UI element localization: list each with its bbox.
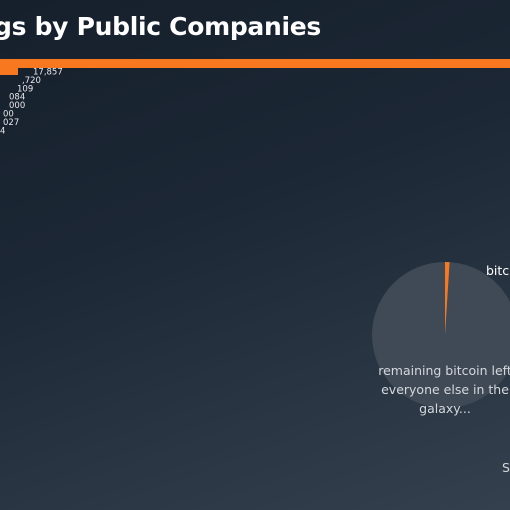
pie-caption-line: everyone else in the: [381, 382, 509, 397]
bar: [0, 68, 18, 75]
bar-value-label: 00: [3, 110, 14, 120]
bar-value-label: 027: [3, 118, 19, 128]
corner-text: S: [502, 460, 510, 475]
bar-value-label: ,720: [22, 76, 41, 86]
pie-slice-bitcoin: [445, 261, 450, 335]
title-accent-bar: [0, 59, 510, 68]
pie-slice-label: bitc: [486, 263, 509, 278]
bar-value-label: 4: [0, 126, 5, 136]
pie-slice-remaining: [372, 262, 510, 408]
pie-caption-line: remaining bitcoin left: [378, 363, 510, 378]
chart-title: gs by Public Companies: [0, 12, 321, 41]
pie-caption-line: galaxy...: [419, 401, 471, 416]
bar-value-label: 000: [9, 101, 25, 111]
bar-value-label: 109: [17, 84, 33, 94]
bar-value-label: 17,857: [33, 68, 63, 78]
pie-caption: remaining bitcoin left everyone else in …: [360, 361, 510, 418]
bar-value-label: 084: [9, 93, 25, 103]
